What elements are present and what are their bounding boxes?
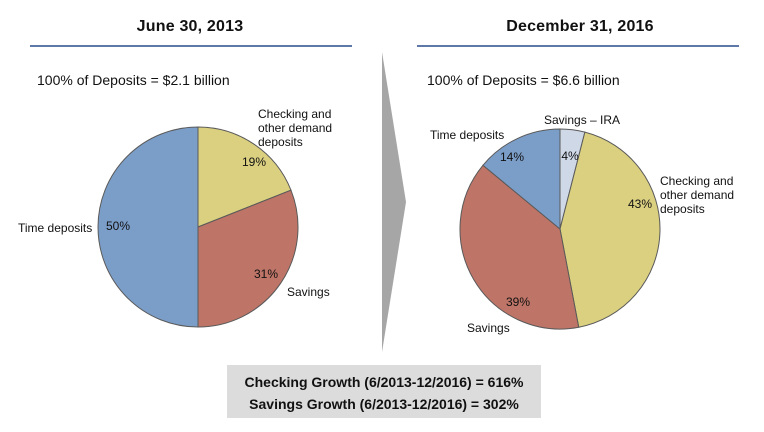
slice-category-label: Savings – IRA: [544, 113, 620, 127]
chart-title-2016: December 31, 2016: [506, 18, 654, 35]
pie-slice: [197, 126, 292, 228]
slice-value-label: 14%: [500, 150, 524, 164]
savings-growth-text: Savings Growth (6/2013-12/2016) = 302%: [249, 396, 519, 412]
title-underline-2016: [417, 45, 739, 47]
slice-category-label: Checking and other demand deposits: [660, 174, 734, 216]
slice-value-label: 43%: [628, 197, 652, 211]
chart-title-2013: June 30, 2013: [136, 18, 244, 35]
slice-category-label: Time deposits: [18, 221, 92, 235]
slice-value-label: 31%: [254, 267, 278, 281]
pie-slice: [97, 126, 199, 328]
growth-summary-box: Checking Growth (6/2013-12/2016) = 616% …: [227, 365, 541, 418]
deposit-total-2016: 100% of Deposits = $6.6 billion: [427, 72, 620, 88]
pie-slice: [197, 189, 299, 328]
checking-growth-text: Checking Growth (6/2013-12/2016) = 616%: [244, 374, 524, 390]
deposit-total-2013: 100% of Deposits = $2.1 billion: [37, 72, 230, 88]
slice-value-label: 50%: [106, 219, 130, 233]
slice-value-label: 19%: [242, 155, 266, 169]
slice-category-label: Savings: [287, 285, 330, 299]
slice-value-label: 39%: [506, 295, 530, 309]
pie-slice: [482, 128, 561, 231]
pie-slice: [559, 131, 661, 328]
title-underline-2013: [30, 45, 352, 47]
slice-category-label: Checking and other demand deposits: [258, 107, 332, 149]
slice-value-label: 4%: [561, 149, 579, 163]
slice-category-label: Savings: [467, 321, 510, 335]
pie-slice: [459, 164, 580, 330]
transition-arrow-icon: [382, 52, 406, 352]
slice-category-label: Time deposits: [430, 128, 504, 142]
